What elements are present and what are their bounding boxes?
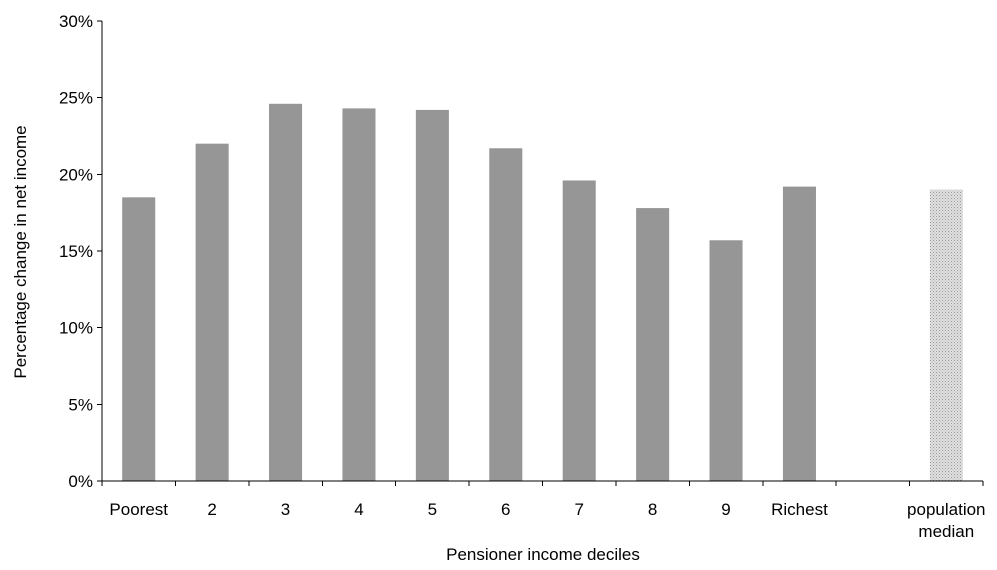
bar-9	[709, 240, 743, 481]
x-category-label-line: Poorest	[109, 500, 168, 519]
x-category-label-line: 7	[574, 500, 583, 519]
x-category-label: 6	[501, 500, 510, 519]
x-category-label: 9	[721, 500, 730, 519]
bar-poorest	[122, 197, 156, 481]
bars-group	[122, 103, 963, 482]
x-category-label: 8	[648, 500, 657, 519]
y-tick-label: 30%	[59, 12, 93, 31]
x-category-label: 7	[574, 500, 583, 519]
bar-4	[342, 108, 376, 482]
bar-7	[562, 180, 596, 481]
y-tick-label: 0%	[68, 472, 93, 491]
x-category-label-line: 4	[354, 500, 363, 519]
bar-6	[489, 148, 523, 481]
x-category-label: 3	[281, 500, 290, 519]
x-category-label-line: median	[918, 522, 974, 541]
y-tick-label: 10%	[59, 319, 93, 338]
x-category-label-line: 5	[428, 500, 437, 519]
axes-group	[97, 20, 984, 486]
x-labels-group: Poorest 2 3 4 5 6 7 8 9 Richest population median	[109, 500, 985, 541]
bar-richest	[782, 186, 816, 481]
x-category-label: Poorest	[109, 500, 168, 519]
x-category-label: 2	[207, 500, 216, 519]
x-category-label-line: 3	[281, 500, 290, 519]
x-category-label-line: population	[907, 500, 985, 519]
y-ticks-group: 0% 5% 10% 15% 20% 25% 30%	[59, 12, 93, 491]
bar-2	[195, 143, 229, 482]
bar-3	[269, 103, 303, 482]
y-tick-label: 15%	[59, 242, 93, 261]
bar-population-median	[929, 189, 963, 482]
x-category-label: 4	[354, 500, 363, 519]
x-category-label-line: 8	[648, 500, 657, 519]
x-axis-title: Pensioner income deciles	[446, 545, 640, 564]
x-category-label: population median	[907, 500, 985, 541]
bar-5	[415, 109, 449, 482]
x-category-label: Richest	[771, 500, 828, 519]
x-category-label-line: 2	[207, 500, 216, 519]
y-tick-label: 20%	[59, 165, 93, 184]
y-tick-label: 5%	[68, 395, 93, 414]
x-category-label-line: Richest	[771, 500, 828, 519]
y-tick-label: 25%	[59, 89, 93, 108]
bar-8	[636, 208, 670, 481]
x-category-label: 5	[428, 500, 437, 519]
x-category-label-line: 9	[721, 500, 730, 519]
y-axis-title: Percentage change in net income	[11, 125, 30, 378]
x-category-label-line: 6	[501, 500, 510, 519]
